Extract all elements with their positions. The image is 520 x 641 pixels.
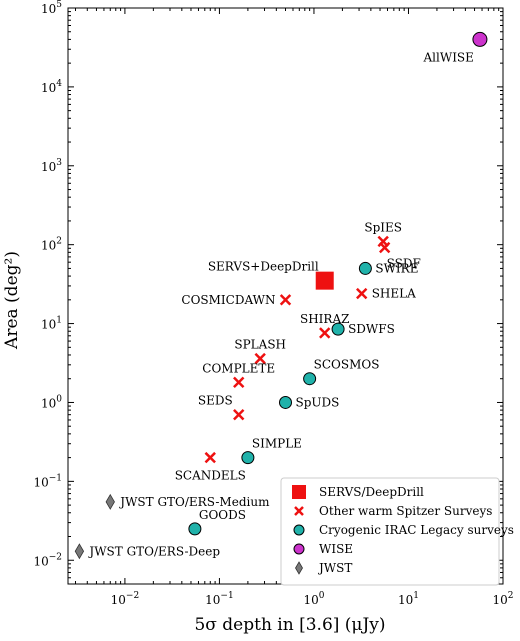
point-label: AllWISE — [423, 50, 474, 64]
marker-splash — [254, 352, 266, 365]
point-label: SIMPLE — [252, 437, 302, 451]
marker-shela — [356, 287, 368, 300]
point-label: SEDS — [198, 394, 233, 408]
x-axis-title: 5σ depth in [3.6] (μJy) — [194, 615, 385, 635]
y-tick-label: 102 — [41, 237, 62, 253]
marker-jwst-gto-ers-deep — [74, 543, 85, 560]
point-label: GOODS — [199, 508, 246, 522]
marker-allwise — [472, 31, 488, 47]
x-tick-label: 102 — [492, 591, 513, 607]
legend-marker — [293, 543, 305, 555]
marker-ssdf — [378, 241, 391, 254]
marker-scosmos — [303, 372, 317, 386]
x-tick-label: 10−1 — [205, 591, 234, 607]
point-label: JWST GTO/ERS-Medium — [118, 495, 270, 509]
legend-label: SERVS/DeepDrill — [319, 485, 424, 499]
marker-shiraz — [319, 327, 331, 339]
x-tick-label: 101 — [398, 591, 419, 607]
point-label: SCANDELS — [175, 469, 246, 483]
y-tick-label: 10−2 — [33, 552, 62, 568]
y-tick-label: 10−1 — [33, 473, 62, 489]
marker-seds — [233, 409, 245, 421]
y-tick-label: 103 — [41, 158, 62, 174]
y-tick-label: 104 — [41, 79, 62, 95]
legend: SERVS/DeepDrill Other warm Spitzer Survey… — [280, 477, 514, 586]
legend-marker — [294, 506, 304, 516]
point-label: JWST GTO/ERS-Deep — [87, 544, 220, 558]
legend-marker — [295, 561, 303, 575]
legend-label: Cryogenic IRAC Legacy surveys — [319, 523, 514, 537]
legend-label: WISE — [319, 542, 353, 556]
legend-label: JWST — [317, 561, 352, 575]
marker-cosmicdawn — [279, 294, 292, 306]
marker-swire — [358, 261, 372, 275]
legend-marker — [292, 485, 306, 499]
marker-scandels — [204, 451, 216, 464]
marker-sdwfs — [331, 322, 345, 336]
marker-simple — [241, 451, 255, 465]
marker-jwst-gto-ers-medium — [105, 493, 115, 510]
data-points — [74, 31, 488, 560]
marker-servs-deepdrill — [315, 271, 334, 290]
y-tick-label: 105 — [41, 0, 62, 16]
point-label: SSDF — [387, 257, 421, 271]
point-label: SpUDS — [296, 395, 340, 409]
y-tick-label: 101 — [41, 316, 62, 332]
marker-goods — [188, 522, 202, 536]
point-label: SCOSMOS — [314, 358, 380, 372]
point-label: COMPLETE — [202, 361, 275, 375]
point-labels: SERVS+DeepDrill SpIES SSDF SHELA COSMICDAWN S… — [87, 50, 474, 558]
y-tick-label: 100 — [41, 394, 62, 410]
point-label: SpIES — [364, 220, 402, 234]
point-label: SHIRAZ — [300, 312, 349, 326]
point-label: SHELA — [372, 287, 416, 301]
legend-label: Other warm Spitzer Surveys — [319, 504, 492, 518]
legend-frame — [280, 477, 500, 586]
point-label: SDWFS — [348, 322, 395, 336]
point-label: COSMICDAWN — [181, 293, 275, 307]
point-label: SERVS+DeepDrill — [208, 260, 319, 274]
x-tick-label: 100 — [303, 591, 324, 607]
marker-spuds — [279, 395, 292, 409]
point-label: SPLASH — [234, 338, 286, 352]
y-axis-title: Area (deg²) — [2, 251, 22, 350]
point-label: SWIRE — [375, 261, 418, 275]
legend-marker — [293, 524, 305, 536]
x-tick-label: 10−2 — [111, 591, 140, 607]
marker-complete — [233, 376, 245, 389]
